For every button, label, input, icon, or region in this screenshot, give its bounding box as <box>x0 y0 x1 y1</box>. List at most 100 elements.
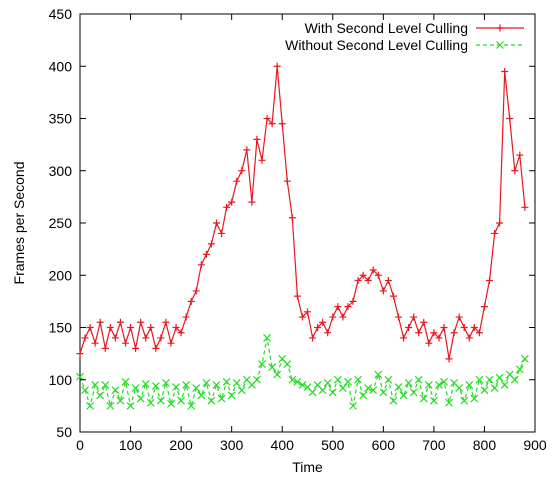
data-point <box>394 383 403 391</box>
data-point <box>414 375 423 384</box>
data-point <box>146 398 155 407</box>
data-point <box>333 375 342 384</box>
data-point <box>111 334 119 342</box>
data-point <box>223 203 231 211</box>
x-tick-label: 300 <box>220 437 244 453</box>
data-point <box>258 156 266 164</box>
data-point <box>486 276 493 284</box>
legend-label: With Second Level Culling <box>305 20 468 36</box>
data-point <box>374 370 383 379</box>
data-point <box>106 324 114 331</box>
data-point <box>258 360 266 368</box>
data-point <box>475 329 483 337</box>
data-point <box>101 344 109 352</box>
ticks-layer: 0 100 200 300 400 500 600 700 800 900 50 100 150 200 2… <box>49 6 547 453</box>
data-point <box>182 381 191 389</box>
legend-label: Without Second Level Culling <box>285 37 468 53</box>
series-line <box>79 337 526 409</box>
data-point <box>419 394 428 403</box>
data-point <box>288 375 297 384</box>
data-point <box>217 394 226 403</box>
data-point <box>157 334 165 342</box>
data-point <box>304 308 311 316</box>
data-point <box>76 350 84 358</box>
y-tick-label: 150 <box>49 320 73 336</box>
y-tick-label: 350 <box>49 111 73 127</box>
data-point <box>253 135 261 143</box>
data-point <box>404 378 413 387</box>
data-point <box>141 380 150 388</box>
data-point <box>480 303 488 311</box>
data-point <box>389 292 397 300</box>
data-point <box>192 384 201 393</box>
data-point <box>218 229 226 237</box>
x-tick-label: 500 <box>321 437 345 453</box>
data-point <box>298 381 307 389</box>
data-point <box>283 360 292 368</box>
data-point <box>126 401 135 410</box>
data-point <box>202 250 210 258</box>
data-point <box>399 391 408 400</box>
data-point <box>318 386 327 395</box>
data-point <box>410 313 418 321</box>
data-point <box>207 240 215 248</box>
data-point <box>409 388 418 397</box>
data-point <box>172 324 180 331</box>
data-point <box>485 375 494 384</box>
data-point <box>127 324 135 331</box>
data-point <box>354 276 362 284</box>
x-tick-label: 400 <box>271 437 295 453</box>
data-point <box>273 370 282 379</box>
data-point <box>212 381 221 389</box>
data-point <box>435 334 443 342</box>
data-point <box>162 318 170 326</box>
data-point <box>359 271 367 279</box>
data-point <box>197 261 205 269</box>
data-point <box>268 120 276 128</box>
data-point <box>500 381 509 389</box>
y-tick-label: 200 <box>49 267 73 283</box>
data-point <box>405 324 413 331</box>
data-point <box>86 401 95 410</box>
data-point <box>121 377 130 386</box>
data-point <box>248 198 256 206</box>
data-point <box>253 375 261 384</box>
data-point <box>501 67 509 75</box>
y-tick-label: 100 <box>49 372 73 388</box>
data-point <box>136 394 145 403</box>
x-axis-title: Time <box>292 459 323 475</box>
data-point <box>384 375 393 384</box>
data-point <box>293 292 301 300</box>
data-point <box>283 177 291 185</box>
data-point <box>450 329 458 337</box>
y-tick-label: 450 <box>49 6 73 22</box>
x-tick-label: 600 <box>372 437 396 453</box>
y-tick-label: 400 <box>49 58 73 74</box>
data-point <box>233 177 241 185</box>
data-point <box>324 329 332 337</box>
data-point <box>152 344 160 352</box>
data-point <box>167 399 175 408</box>
data-point <box>455 313 463 321</box>
data-point <box>369 266 377 274</box>
data-point <box>344 377 352 386</box>
x-tick-label: 100 <box>119 437 143 453</box>
data-point <box>137 318 145 326</box>
data-point <box>339 313 347 321</box>
data-point <box>359 391 368 400</box>
data-point <box>460 324 468 331</box>
data-point <box>308 388 317 397</box>
data-point <box>172 383 180 391</box>
data-point <box>470 324 478 331</box>
plot-frame <box>79 13 536 433</box>
data-point <box>202 378 211 387</box>
data-point <box>460 396 469 405</box>
data-point <box>395 313 402 321</box>
x-tick-label: 700 <box>422 437 446 453</box>
data-point <box>349 401 357 410</box>
data-point <box>465 334 473 342</box>
data-point <box>349 297 357 305</box>
data-point <box>197 391 206 400</box>
